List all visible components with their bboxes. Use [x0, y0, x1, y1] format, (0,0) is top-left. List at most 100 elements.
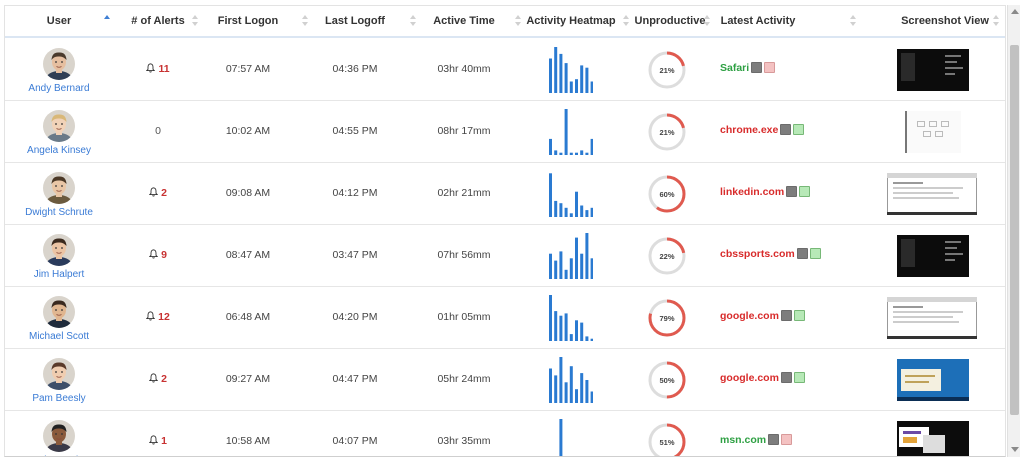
activity-heatmap[interactable] [547, 169, 593, 219]
scroll-up-arrow-icon[interactable] [1011, 9, 1019, 14]
heatmap-bar [575, 389, 578, 403]
activity-heatmap[interactable] [547, 417, 593, 457]
screenshot-thumbnail[interactable] [897, 235, 969, 277]
latest-activity[interactable]: chrome.exe [720, 124, 805, 136]
alert-count-value: 11 [158, 63, 170, 75]
table-row[interactable]: Pam Beesly 2 09:27 AM 04:47 PM 05hr 24mm… [5, 349, 1005, 411]
column-header-user[interactable]: User [5, 6, 113, 38]
screenshot-thumbnail[interactable] [897, 421, 969, 456]
alert-count-value: 9 [161, 249, 167, 261]
user-name-link[interactable]: Andy Bernard [28, 83, 90, 94]
heatmap-bar [564, 63, 568, 93]
latest-activity[interactable]: google.com [720, 310, 805, 322]
latest-activity[interactable]: google.com [720, 372, 805, 384]
latest-activity[interactable]: cbssports.com [720, 248, 821, 260]
latest-activity[interactable]: linkedin.com [720, 186, 811, 198]
activity-heatmap[interactable] [547, 45, 593, 95]
sort-icon[interactable] [515, 15, 522, 28]
active-time: 03hr 35mm [437, 435, 491, 447]
unproductive-donut: 50% [648, 361, 686, 399]
sort-icon[interactable] [704, 15, 711, 28]
alert-count-value: 2 [161, 187, 167, 199]
active-time: 02hr 21mm [437, 187, 491, 199]
column-header-last-logoff[interactable]: Last Logoff [310, 6, 400, 38]
unproductive-percent: 79% [659, 314, 674, 323]
scroll-down-arrow-icon[interactable] [1011, 447, 1019, 452]
table-row[interactable]: Dwight Schrute 2 09:08 AM 04:12 PM 02hr … [5, 163, 1005, 225]
heatmap-bar [580, 373, 584, 403]
scrollbar-thumb[interactable] [1010, 45, 1019, 415]
table-row[interactable]: Michael Scott 12 06:48 AM 04:20 PM 01hr … [5, 287, 1005, 349]
latest-activity-label: Safari [720, 62, 750, 74]
activity-indicator [796, 248, 808, 259]
table-row[interactable]: Andy Bernard 11 07:57 AM 04:36 PM 03hr 4… [5, 39, 1005, 101]
alert-count[interactable]: 2 [113, 373, 203, 385]
productivity-indicator [799, 186, 811, 197]
latest-activity[interactable]: Safari [720, 62, 776, 74]
table-row[interactable]: Angela Kinsey 0 10:02 AM 04:55 PM 08hr 1… [5, 101, 1005, 163]
column-header-active-time[interactable]: Active Time [419, 6, 509, 38]
activity-heatmap[interactable] [547, 355, 593, 405]
column-header-screenshot-view[interactable]: Screenshot View [885, 6, 1005, 38]
alert-count[interactable]: 11 [113, 63, 203, 75]
sort-icon[interactable] [302, 15, 309, 28]
alert-count[interactable]: 12 [113, 311, 203, 323]
productivity-indicator [793, 372, 805, 383]
column-header-label: Last Logoff [325, 15, 385, 27]
table-body: Andy Bernard 11 07:57 AM 04:36 PM 03hr 4… [5, 39, 1005, 457]
column-header-first-logon[interactable]: First Logon [203, 6, 293, 38]
user-name-link[interactable]: Dwight Schrute [25, 207, 93, 218]
screenshot-thumbnail[interactable] [905, 111, 961, 153]
user-name-link[interactable]: Pam Beesly [32, 393, 86, 404]
column-header-latest-activity[interactable]: Latest Activity [713, 6, 803, 38]
first-logon: 10:02 AM [225, 125, 271, 137]
heatmap-bar [580, 65, 584, 93]
column-header-label: User [46, 15, 72, 27]
activity-heatmap[interactable] [547, 107, 593, 157]
heatmap-bar [590, 258, 593, 279]
user-name-link[interactable]: Jim Halpert [33, 269, 85, 280]
table-header: User # of Alerts First Logon Last Logoff… [5, 5, 1005, 38]
sort-icon[interactable] [850, 15, 857, 28]
vertical-scrollbar[interactable] [1007, 5, 1020, 457]
unproductive-donut: 51% [648, 423, 686, 456]
column-header-unproductive[interactable]: Unproductive [630, 6, 710, 38]
alert-count[interactable]: 1 [113, 435, 203, 447]
screenshot-thumbnail[interactable] [887, 173, 977, 215]
sort-icon[interactable] [410, 15, 417, 28]
first-logon: 08:47 AM [225, 249, 271, 261]
screenshot-thumbnail[interactable] [897, 359, 969, 401]
alert-count[interactable]: 9 [113, 249, 203, 261]
bell-icon [146, 63, 156, 73]
sort-icon[interactable] [993, 15, 1000, 28]
table-row[interactable]: Stanley Hudson 1 10:58 AM 04:07 PM 03hr … [5, 411, 1005, 457]
alert-count[interactable]: 2 [113, 187, 203, 199]
sort-icon[interactable] [623, 15, 630, 28]
last-logoff: 04:07 PM [332, 435, 378, 447]
first-logon: 09:08 AM [225, 187, 271, 199]
table-row[interactable]: Jim Halpert 9 08:47 AM 03:47 PM 07hr 56m… [5, 225, 1005, 287]
productivity-indicator [793, 124, 805, 135]
column-header-activity-heatmap[interactable]: Activity Heatmap [521, 6, 621, 38]
last-logoff: 04:12 PM [332, 187, 378, 199]
unproductive-percent: 51% [659, 438, 674, 447]
latest-activity[interactable]: msn.com [720, 434, 793, 446]
activity-indicator [786, 186, 798, 197]
bell-icon [146, 311, 156, 321]
unproductive-donut: 60% [648, 175, 686, 213]
heatmap-bar [559, 357, 563, 403]
heatmap-bar [585, 380, 589, 403]
user-name-link[interactable]: Angela Kinsey [27, 145, 91, 156]
heatmap-bar [549, 368, 552, 403]
alert-count[interactable]: 0 [113, 125, 203, 137]
activity-heatmap[interactable] [547, 231, 593, 281]
latest-activity-label: linkedin.com [720, 186, 785, 198]
sort-icon[interactable] [192, 15, 199, 28]
screenshot-thumbnail[interactable] [897, 49, 969, 91]
activity-heatmap[interactable] [547, 293, 593, 343]
user-name-link[interactable]: Michael Scott [28, 331, 90, 342]
screenshot-thumbnail[interactable] [887, 297, 977, 339]
user-name-link[interactable]: Stanley Hudson [5, 455, 113, 456]
sort-ascending-icon[interactable] [104, 15, 111, 28]
column-header-alerts[interactable]: # of Alerts [113, 6, 203, 38]
